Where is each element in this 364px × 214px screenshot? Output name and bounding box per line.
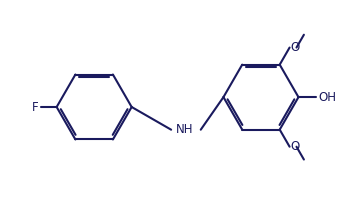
Text: F: F <box>32 101 39 113</box>
Text: NH: NH <box>176 123 194 136</box>
Text: O: O <box>290 140 300 153</box>
Text: O: O <box>290 41 300 54</box>
Text: OH: OH <box>318 91 336 104</box>
